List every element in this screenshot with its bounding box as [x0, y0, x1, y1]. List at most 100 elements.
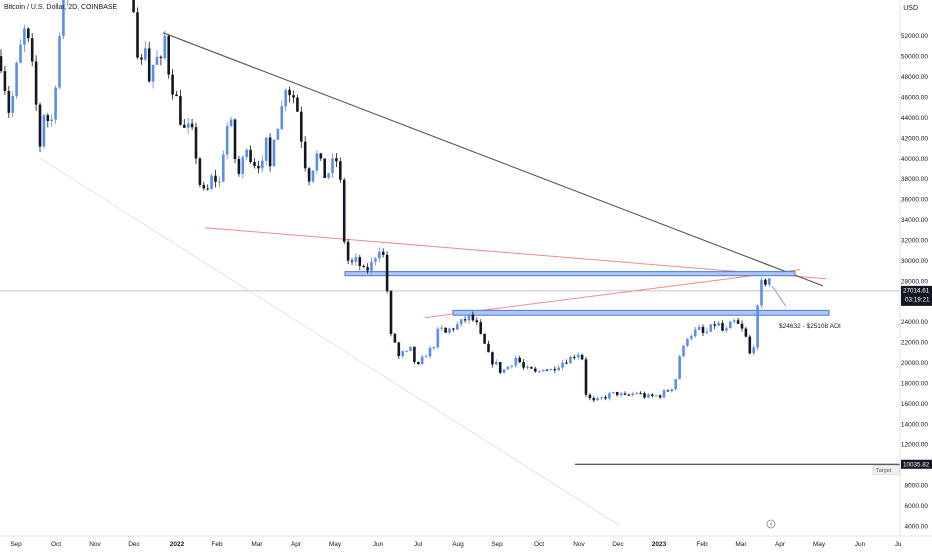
y-tick-label: 18000.00	[901, 380, 928, 387]
x-tick-label: Ju	[895, 541, 902, 548]
x-tick-label: Aug	[452, 541, 464, 548]
x-tick-label: Jun	[855, 541, 866, 548]
y-tick-label: 16000.00	[901, 401, 928, 408]
resistance-zone-2[interactable]	[452, 309, 830, 316]
y-tick-label: 12000.00	[901, 442, 928, 449]
candle	[147, 41, 151, 83]
candle	[27, 27, 30, 43]
candle	[268, 133, 272, 172]
x-tick-label: Jul	[414, 541, 423, 548]
candle	[292, 90, 295, 104]
faint-diagonal-line	[39, 157, 621, 527]
x-tick-label: May	[813, 541, 826, 548]
candle	[38, 102, 42, 152]
candle	[62, 0, 65, 40]
candle	[327, 172, 330, 180]
red-descending-line	[204, 227, 827, 280]
x-tick-label: Sep	[491, 541, 503, 548]
candle	[218, 176, 221, 188]
candle	[241, 154, 245, 179]
candle	[358, 255, 362, 271]
candle	[319, 152, 323, 161]
x-tick-label: Apr	[775, 541, 786, 548]
candle	[151, 64, 155, 89]
y-tick-label: 24000.00	[901, 319, 928, 326]
candle	[323, 158, 326, 178]
candle	[183, 118, 186, 128]
resistance-zone-1[interactable]	[344, 271, 796, 277]
candle	[198, 157, 202, 188]
candle	[34, 55, 38, 111]
candle	[315, 149, 319, 174]
y-tick-label: 8000.00	[905, 483, 929, 490]
x-tick-label: Nov	[573, 541, 585, 548]
symbol-title: Bitcoin / U.S. Dollar, 2D, COINBASE	[4, 4, 118, 11]
candle	[608, 391, 611, 401]
time-axis[interactable]	[0, 536, 932, 550]
red-ascending-line	[424, 269, 801, 319]
candle	[194, 122, 198, 164]
candle	[159, 55, 163, 66]
candle	[413, 346, 416, 365]
labels: $24632 - $25108 AOI 27014.61 03:19:21 Targe…	[766, 285, 932, 529]
candle	[627, 393, 631, 397]
candle	[506, 366, 510, 370]
candle	[463, 316, 467, 323]
candle	[288, 86, 291, 103]
candle	[167, 34, 170, 79]
candle	[378, 247, 381, 263]
candle	[144, 41, 147, 62]
candle	[155, 49, 159, 65]
candle	[732, 318, 736, 324]
y-tick-label: 48000.00	[901, 74, 928, 81]
y-tick-label: 40000.00	[901, 156, 928, 163]
y-tick-label: 4000.00	[905, 523, 929, 530]
candle	[335, 153, 338, 168]
candle	[331, 153, 334, 178]
candle	[54, 85, 57, 124]
candle	[46, 113, 50, 128]
candle	[30, 33, 34, 67]
candle	[518, 355, 521, 364]
y-tick-label: 6000.00	[905, 503, 929, 510]
candle	[483, 333, 486, 345]
candle	[600, 396, 603, 401]
candle	[658, 394, 662, 400]
reference-lines	[0, 32, 901, 527]
y-tick-label: 30000.00	[901, 258, 928, 265]
candle	[272, 138, 276, 167]
x-tick-label: May	[329, 541, 342, 548]
candle	[401, 350, 404, 359]
x-tick-label: Jun	[373, 541, 384, 548]
candle	[725, 325, 728, 333]
candle	[7, 85, 11, 118]
candle	[11, 91, 14, 118]
candle	[23, 24, 26, 53]
candle	[420, 354, 424, 365]
y-tick-label: 46000.00	[901, 95, 928, 102]
candle	[569, 355, 572, 364]
current-price-label: 27014.61	[903, 287, 930, 294]
candle	[479, 319, 482, 335]
candle	[557, 365, 560, 372]
x-tick-label: Mar	[251, 541, 263, 548]
candle	[280, 99, 284, 131]
candle	[171, 69, 174, 100]
candle	[487, 340, 490, 353]
candle	[342, 177, 346, 245]
currency-unit: USD	[903, 5, 918, 12]
candle	[502, 369, 506, 374]
price-axis[interactable]	[900, 0, 932, 550]
candle	[50, 114, 53, 127]
candle	[42, 114, 46, 149]
x-tick-label: Feb	[211, 541, 223, 548]
candle	[740, 320, 744, 332]
candle	[436, 326, 440, 350]
candle	[249, 145, 252, 164]
zones	[344, 271, 830, 316]
candle	[678, 354, 681, 380]
projection-line	[771, 285, 787, 307]
y-tick-label: 52000.00	[901, 33, 928, 40]
